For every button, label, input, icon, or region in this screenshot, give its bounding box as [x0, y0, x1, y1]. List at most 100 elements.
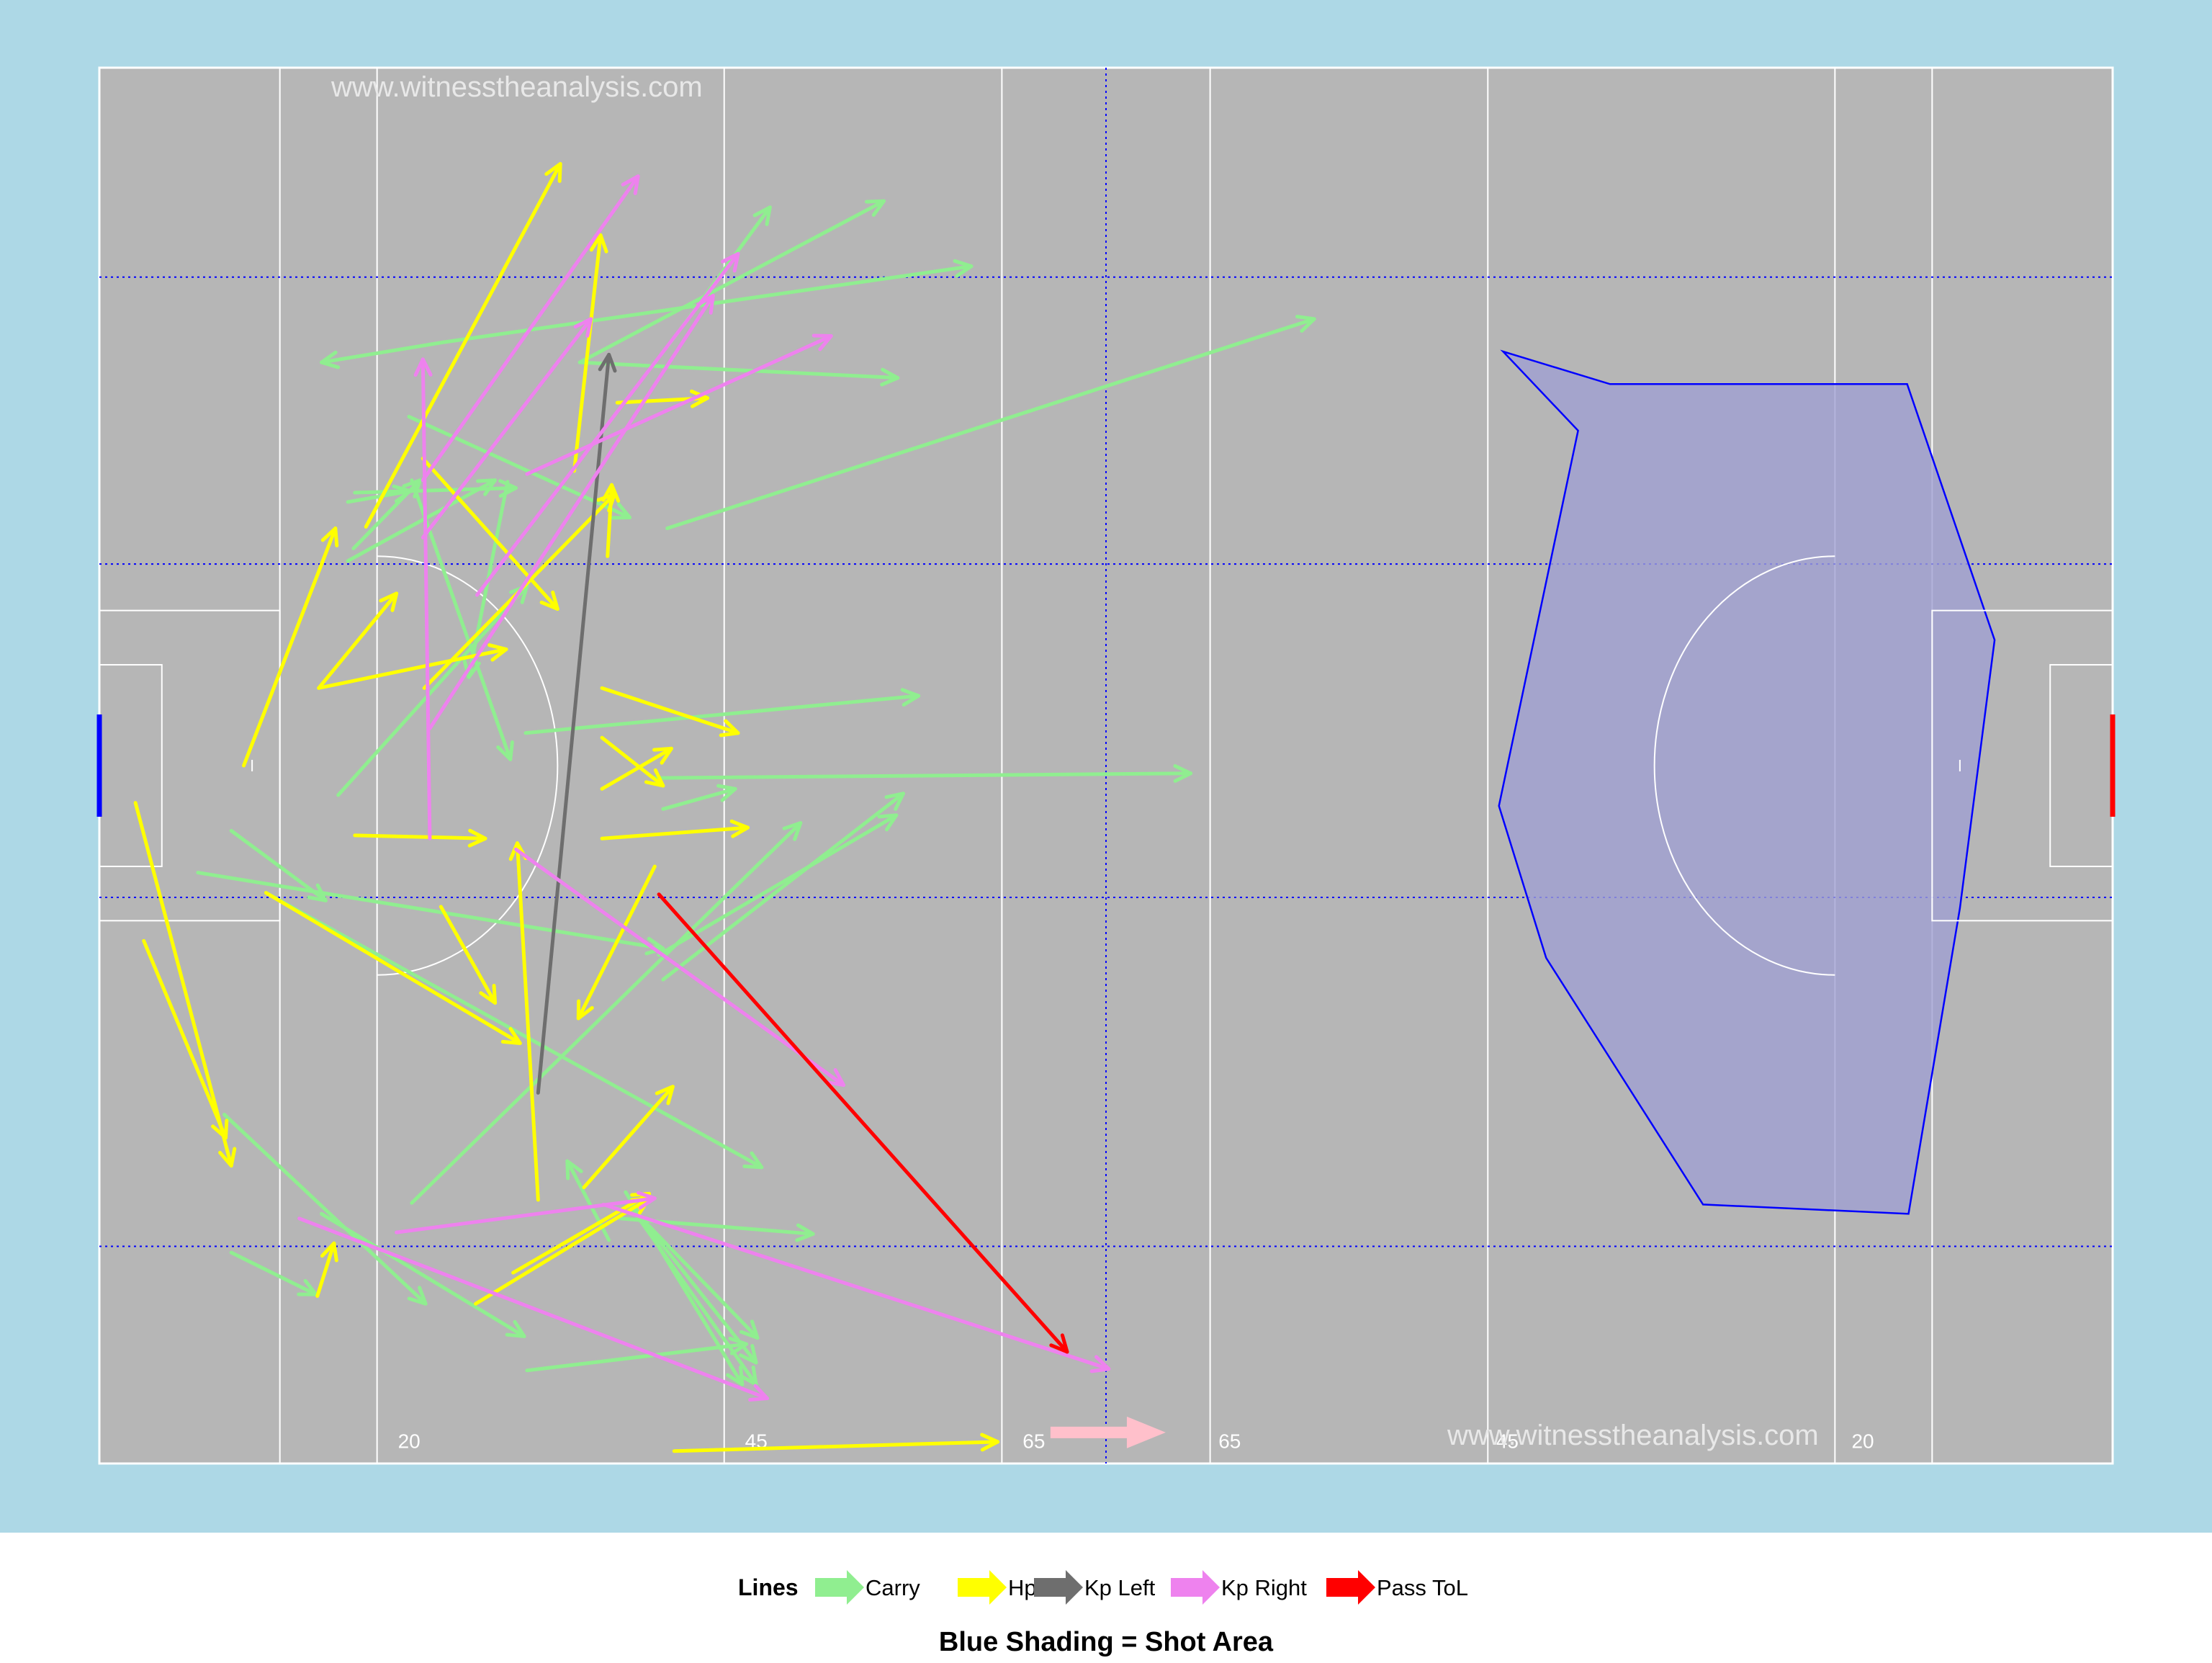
- kp_right-arrow-head: [637, 1191, 657, 1210]
- legend-swatch: [1171, 1570, 1220, 1605]
- hp-arrow: [421, 457, 559, 611]
- hp-arrow: [264, 891, 522, 1045]
- arrow-layer: [133, 162, 1316, 1453]
- watermark-top: www.witnesstheanalysis.com: [331, 71, 703, 103]
- kp_left-arrow-shaft: [536, 352, 611, 1095]
- hp-arrow: [315, 1241, 338, 1298]
- carry-arrow-shaft: [631, 1207, 758, 1365]
- carry-arrow-shaft: [410, 821, 803, 1205]
- legend-swatch: [815, 1570, 864, 1605]
- carry-arrow-shaft: [525, 1342, 749, 1373]
- legend: Lines Carry Hp Kp Left Kp Right Pass ToL: [738, 1570, 1468, 1605]
- carry-arrow-head: [462, 658, 481, 679]
- kp_right-arrow-head: [621, 174, 640, 195]
- carry-arrow: [222, 1113, 428, 1306]
- kp_right-arrow-shaft: [428, 294, 715, 730]
- hp-arrow: [600, 819, 750, 841]
- carry-arrow-head: [565, 1159, 583, 1180]
- hp-arrow-shaft: [264, 891, 522, 1045]
- carry-arrow: [661, 784, 737, 811]
- kp_right-arrow-head: [721, 251, 740, 273]
- kp_right-arrow: [297, 1216, 770, 1402]
- carry-arrow-shaft: [346, 478, 498, 563]
- hp-arrow: [439, 905, 498, 1005]
- carry-arrow-shaft: [229, 828, 328, 902]
- carry-arrow: [523, 688, 921, 735]
- pitch-label: 45: [1496, 1430, 1519, 1452]
- hp-arrow: [364, 162, 562, 529]
- kp_right-arrow-head: [413, 357, 433, 377]
- legend-item-hp: Hp: [958, 1570, 1037, 1605]
- direction-of-play-arrowhead: [1126, 1416, 1166, 1448]
- legend-swatch: [1034, 1570, 1083, 1605]
- legend-title: Lines: [738, 1574, 799, 1600]
- watermark-bottom: www.witnesstheanalysis.com: [1447, 1420, 1819, 1451]
- hp-arrow-shaft: [576, 864, 657, 1021]
- carry-arrow-head: [726, 1365, 745, 1386]
- legend-item-carry: Carry: [815, 1570, 920, 1605]
- carry-arrow-shaft: [665, 317, 1316, 531]
- hp-arrow-shaft: [315, 1241, 336, 1298]
- carry-arrow: [651, 764, 1193, 783]
- carry-arrow-head: [752, 205, 772, 226]
- hp-arrow-head: [544, 162, 562, 183]
- hp-arrow-shaft: [600, 686, 740, 735]
- kp_right-arrow-shaft: [475, 251, 740, 597]
- carry-arrow: [657, 813, 899, 957]
- pitch-markings-overlay: [1653, 555, 2116, 976]
- hp-arrow-head: [467, 828, 487, 848]
- semicircle-arc: [1653, 555, 1835, 976]
- kp_right-arrow: [601, 1202, 1111, 1373]
- carry-arrow: [196, 871, 665, 956]
- hp-arrow-head: [719, 719, 740, 738]
- legend-item-pass_tol: Pass ToL: [1326, 1570, 1468, 1605]
- carry-arrow: [320, 1211, 526, 1338]
- hp-arrow: [353, 828, 487, 848]
- kp_right-arrow-head: [824, 1067, 846, 1088]
- carry-arrow-head: [864, 199, 886, 218]
- hp-arrow-head: [487, 643, 508, 662]
- hp-arrow-shaft: [600, 735, 665, 788]
- hp-arrow-shaft: [142, 938, 228, 1140]
- hp-arrow-head: [211, 1119, 229, 1140]
- hp-arrow-head: [689, 389, 710, 408]
- hp-arrow: [582, 1085, 675, 1190]
- hp-arrow-head: [652, 746, 673, 765]
- hp-arrow: [600, 735, 665, 788]
- pitch-label: 65: [1022, 1430, 1045, 1452]
- carry-arrow-head: [900, 688, 921, 707]
- carry-arrow-shaft: [264, 891, 764, 1170]
- hp-arrow-shaft: [364, 162, 562, 529]
- carry-arrow-head: [407, 1286, 428, 1306]
- carry-arrow-shaft: [523, 694, 921, 735]
- kp_right-arrow-shaft: [297, 1216, 770, 1401]
- hp-arrow-head: [479, 984, 498, 1005]
- carry-arrow-head: [880, 367, 900, 387]
- kp_right-arrow: [525, 333, 833, 476]
- kp_right-arrow-shaft: [421, 174, 640, 483]
- carry-arrow-head: [644, 936, 665, 956]
- carry-arrow: [577, 360, 900, 387]
- hp-arrow: [142, 938, 229, 1140]
- kp_right-arrow-shaft: [421, 317, 593, 539]
- hp-arrow: [600, 686, 740, 738]
- carry-arrow-shaft: [629, 1206, 758, 1386]
- hp-arrow: [133, 801, 237, 1168]
- kp_right-arrow: [421, 174, 640, 483]
- carry-arrow-head: [476, 478, 498, 496]
- hp-arrow-shaft: [600, 825, 750, 841]
- hp-arrow-shaft: [672, 1440, 1000, 1453]
- pass_tol-arrow: [657, 892, 1069, 1354]
- kp_right-arrow-shaft: [421, 357, 432, 841]
- hp-arrow-shaft: [317, 647, 508, 690]
- carry-arrow: [320, 340, 446, 369]
- hp-arrow-shaft: [133, 801, 233, 1168]
- kp_right-arrow-head: [696, 294, 715, 315]
- carry-arrow: [229, 828, 328, 902]
- pitch-markings: [96, 68, 1933, 1463]
- carry-arrow-head: [505, 1319, 526, 1338]
- carry-arrow-shaft: [351, 478, 422, 551]
- hp-arrow: [242, 526, 339, 768]
- kp_right-arrow: [428, 294, 715, 730]
